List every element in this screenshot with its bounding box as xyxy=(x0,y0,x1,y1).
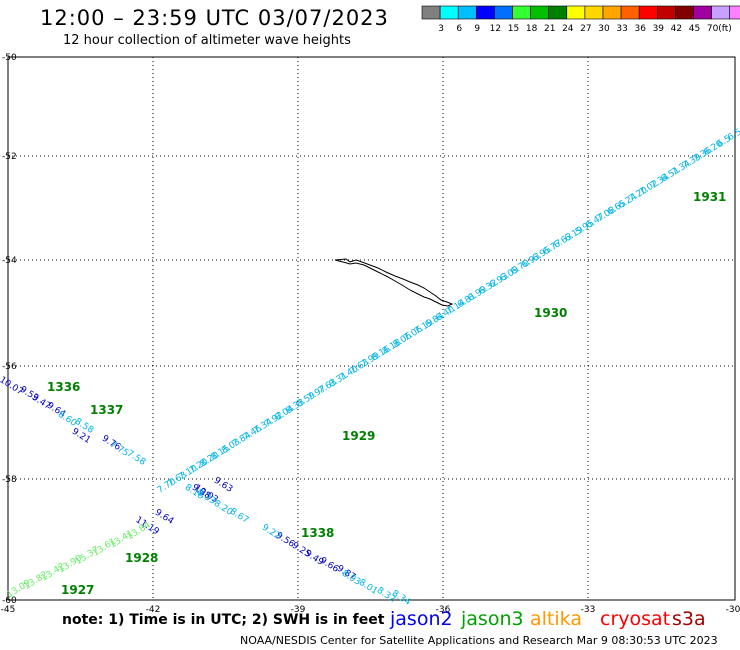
legend-label: 70 xyxy=(707,24,719,34)
page-title: 12:00 – 23:59 UTC 03/07/2023 xyxy=(40,6,389,30)
legend-label: 36 xyxy=(634,24,646,34)
legend-label: 9 xyxy=(474,24,480,34)
legend-label: 21 xyxy=(544,24,555,34)
satellite-label-altika: altika xyxy=(530,608,582,630)
lon-tick-label: -45 xyxy=(1,605,16,615)
lon-tick-label: -36 xyxy=(436,605,451,615)
legend-label: 12 xyxy=(490,24,501,34)
lon-tick-label: -42 xyxy=(146,605,161,615)
color-legend: 3 6 9 12 15 18 21 24 27 30 33 36 39 42 45 70 (ft) xyxy=(421,5,740,34)
page-subtitle: 12 hour collection of altimeter wave hei… xyxy=(63,33,351,48)
legend-label: 6 xyxy=(456,24,462,34)
lon-tick-label: -33 xyxy=(581,605,596,615)
satellite-label-jason3: jason3 xyxy=(461,608,524,630)
satellite-label-cryosat: cryosat xyxy=(600,608,671,630)
swh-label: 8.67 xyxy=(228,507,250,526)
legend-label: 30 xyxy=(598,24,610,34)
pass-time-label: 1931 xyxy=(693,190,726,204)
pass-time-label: 1930 xyxy=(534,306,567,320)
lat-tick-label: -60 xyxy=(2,596,17,606)
lat-tick-label: -54 xyxy=(2,256,17,266)
pass-time-label: 1337 xyxy=(90,403,123,417)
lat-tick-label: -56 xyxy=(2,362,17,372)
footer-credit: NOAA/NESDIS Center for Satellite Applica… xyxy=(240,634,718,647)
legend-label: 18 xyxy=(526,24,538,34)
coastline-south-georgia xyxy=(334,258,454,307)
pass-time-label: 1927 xyxy=(61,583,94,597)
satellite-label-s3a: s3a xyxy=(672,608,706,630)
lat-tick-label: -58 xyxy=(2,475,17,485)
legend-label: 24 xyxy=(562,24,574,34)
satellite-label-jason2: jason2 xyxy=(390,608,453,630)
swh-label: 9.63 xyxy=(212,476,234,495)
legend-label: 42 xyxy=(671,24,682,34)
note-text: note: 1) Time is in UTC; 2) SWH is in fe… xyxy=(62,612,385,628)
pass-time-label: 1336 xyxy=(47,380,80,394)
pass-time-label: 1928 xyxy=(125,551,158,565)
lon-tick-label: -39 xyxy=(291,605,306,615)
legend-label: 15 xyxy=(508,24,519,34)
legend-label: 45 xyxy=(689,24,700,34)
lat-tick-label: -50 xyxy=(2,53,17,63)
swh-label: 9.64 xyxy=(153,508,176,527)
legend-swatch xyxy=(729,5,740,20)
swh-label: 8.34 xyxy=(390,589,413,608)
legend-label: 27 xyxy=(580,24,591,34)
legend-label: 3 xyxy=(438,24,444,34)
lon-tick-label: -30 xyxy=(726,605,740,615)
map-frame xyxy=(7,56,736,601)
lat-tick-label: -52 xyxy=(2,152,17,162)
legend-label: 39 xyxy=(653,24,665,34)
pass-time-label: 1929 xyxy=(342,429,375,443)
legend-unit: (ft) xyxy=(718,24,732,34)
legend-label: 33 xyxy=(616,24,627,34)
pass-time-label: 1338 xyxy=(301,526,334,540)
swh-label: 7.58 xyxy=(125,449,148,468)
